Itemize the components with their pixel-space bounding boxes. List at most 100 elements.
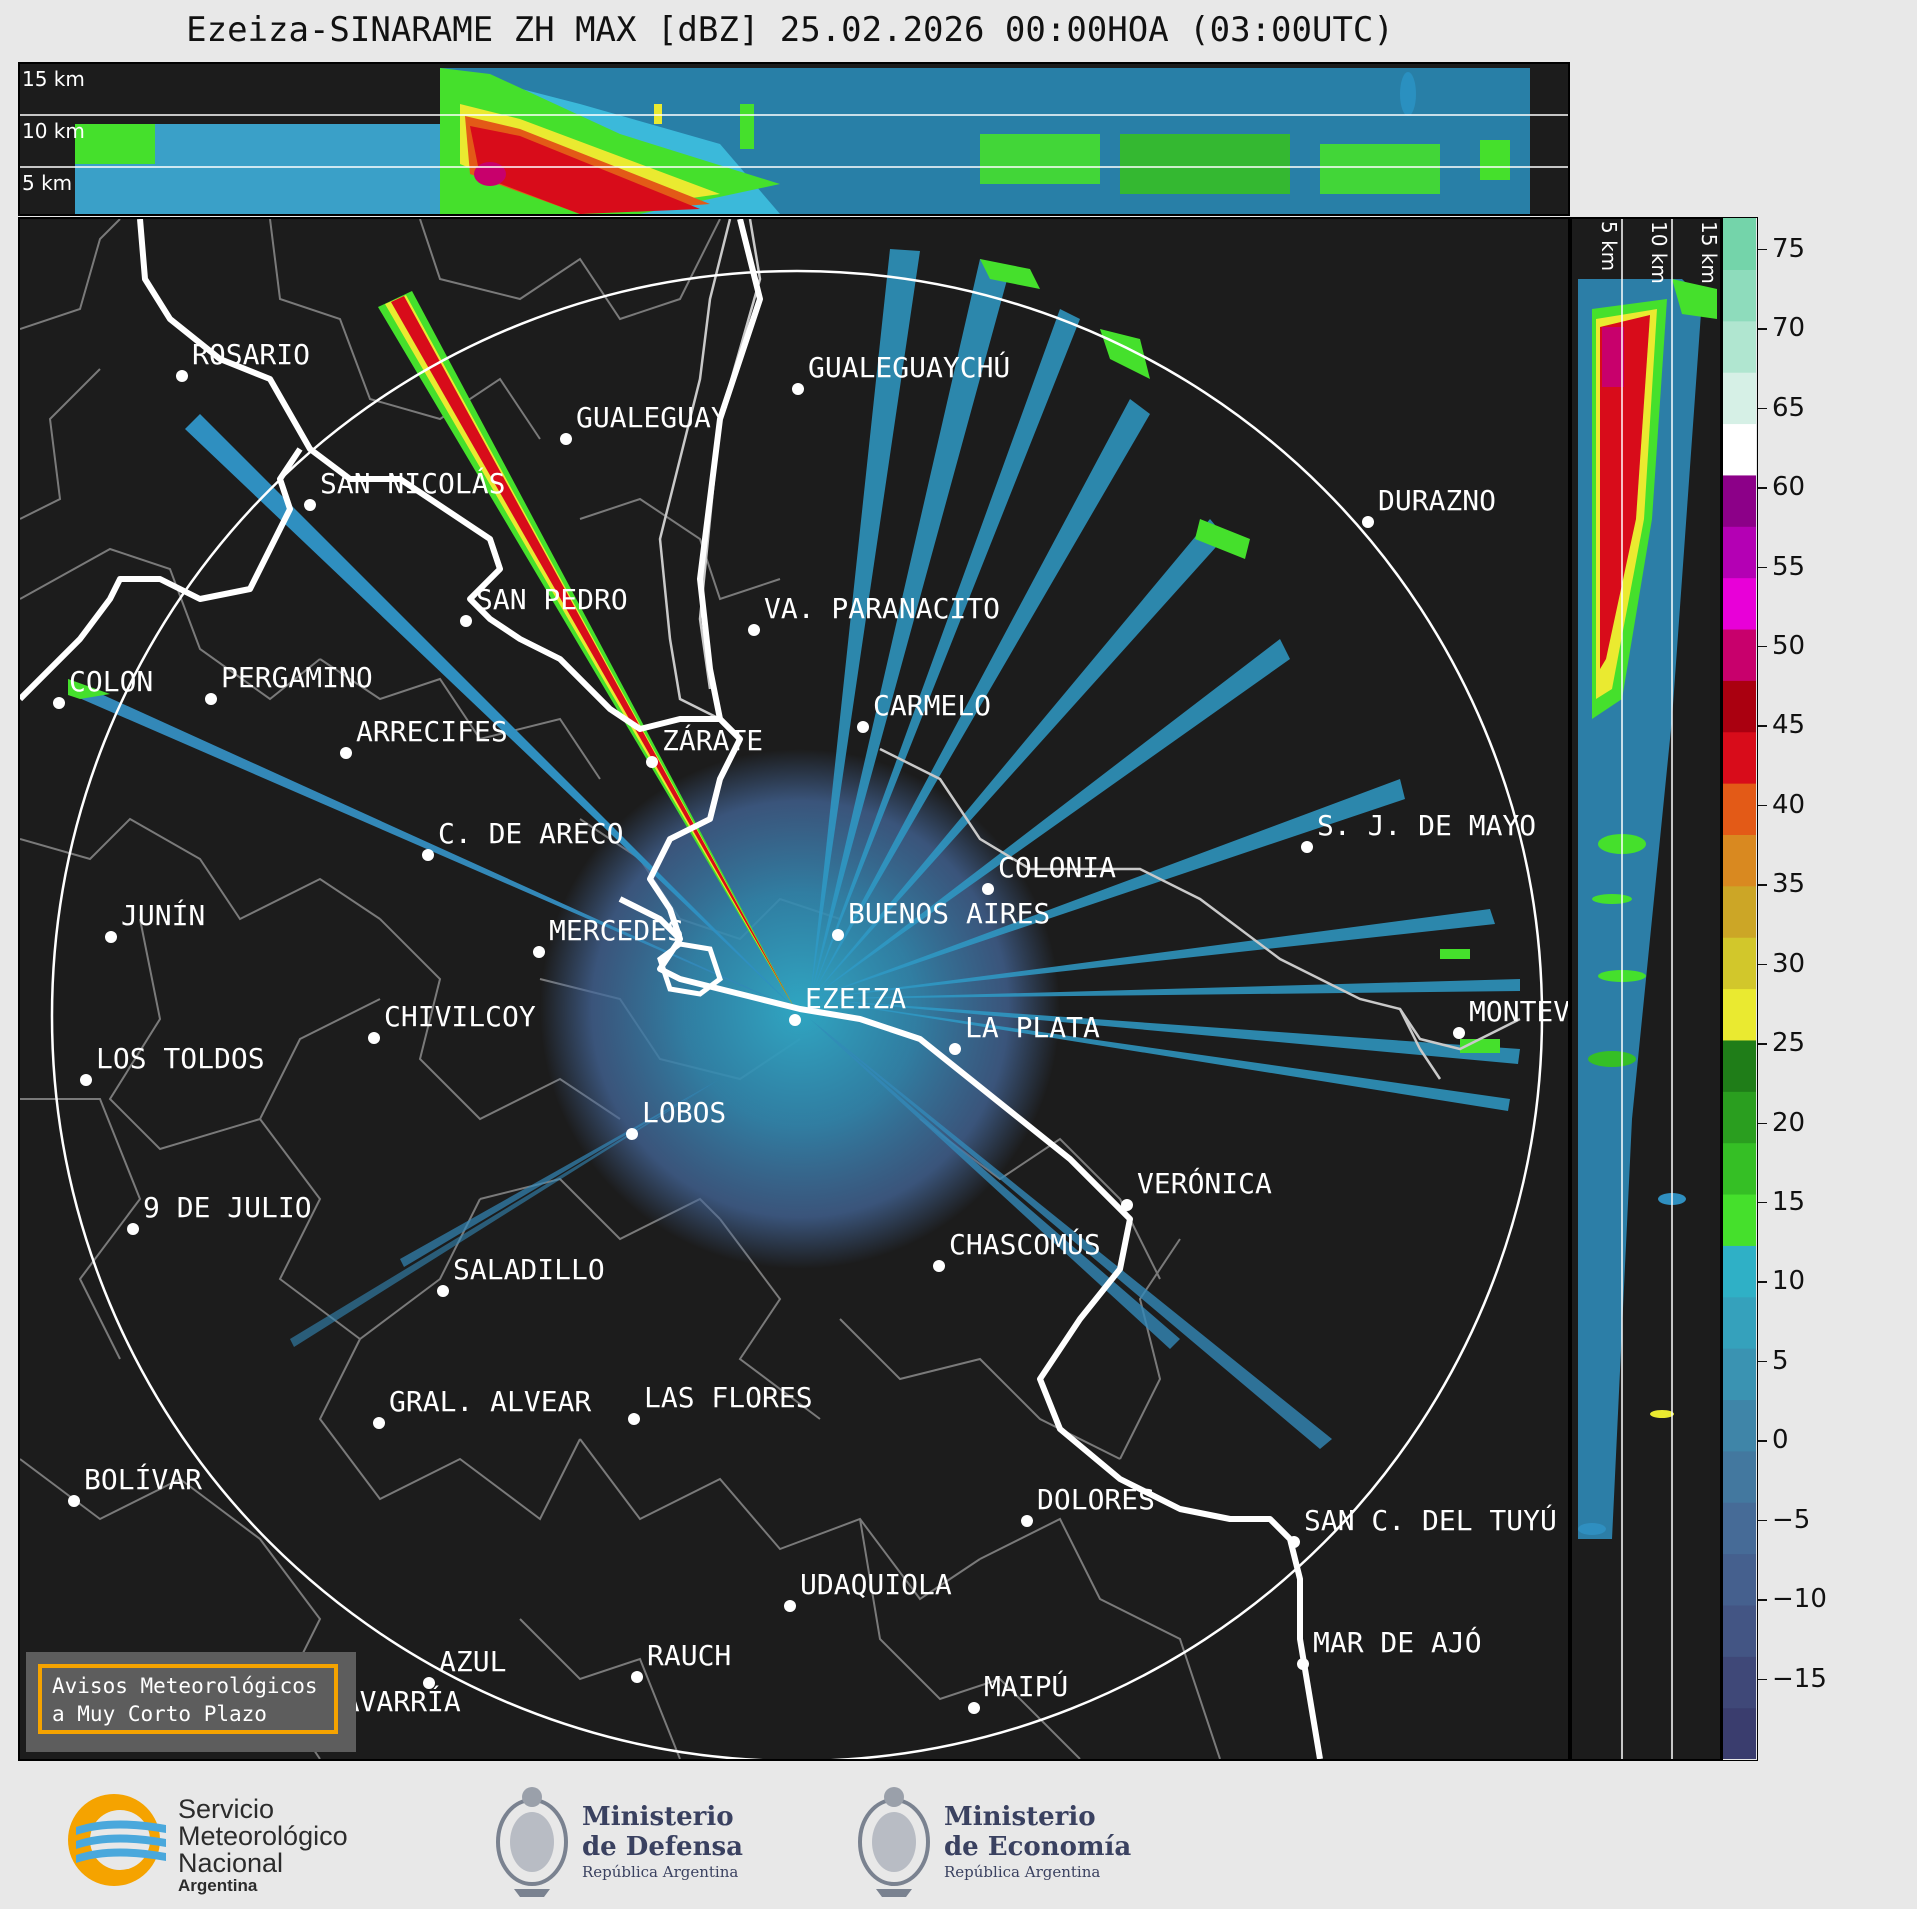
city-marker	[784, 1600, 796, 1612]
colorbar-segment	[1723, 320, 1756, 373]
city-marker	[423, 1677, 435, 1689]
colorbar-tick-label: −5	[1772, 1504, 1811, 1535]
colorbar-tick-mark	[1758, 884, 1767, 886]
colorbar-segment	[1723, 372, 1756, 425]
colorbar-segment	[1723, 474, 1756, 527]
colorbar-tick-label: −10	[1772, 1584, 1827, 1615]
colorbar-segment	[1723, 1450, 1756, 1503]
colorbar-segment	[1723, 783, 1756, 835]
colorbar-tick-label: 75	[1772, 233, 1806, 264]
colorbar-tick-mark	[1758, 804, 1767, 807]
city-marker	[304, 499, 316, 511]
city-marker	[949, 1043, 961, 1055]
city-marker	[176, 370, 188, 382]
colorbar-tick-mark	[1758, 645, 1767, 648]
colorbar-tick-mark	[1758, 407, 1767, 410]
city-label: DURAZNO	[1378, 484, 1496, 517]
colorbar-tick-label: 30	[1772, 948, 1806, 979]
notice-panel[interactable]: Avisos Meteorológicos a Muy Corto Plazo	[26, 1652, 356, 1752]
city-label: MAIPÚ	[984, 1669, 1068, 1703]
colorbar-segment	[1723, 1039, 1756, 1092]
rio-de-la-plata-shore	[657, 941, 723, 997]
city-label: CHASCOMÚS	[949, 1227, 1101, 1261]
side-height-label-5km: 5 km	[1597, 221, 1621, 271]
city-marker	[933, 1260, 945, 1272]
city-marker	[748, 624, 760, 636]
city-label: SAN NICOLÁS	[320, 466, 505, 500]
city-label: CARMELO	[873, 689, 991, 722]
city-label: EZEIZA	[805, 982, 906, 1015]
colorbar-tick-label: 45	[1772, 710, 1806, 741]
city-label: VA. PARANACITO	[764, 592, 1000, 625]
city-label: MERCEDES	[549, 914, 684, 947]
city-marker	[789, 1014, 801, 1026]
colorbar-segment	[1723, 1707, 1756, 1759]
colorbar-segment	[1723, 269, 1756, 322]
colorbar-tick-mark	[1758, 1678, 1767, 1681]
city-marker	[631, 1671, 643, 1683]
city-label: BOLÍVAR	[84, 1462, 202, 1496]
economia-logo: Ministerio de Economía República Argenti…	[856, 1777, 1136, 1902]
city-marker	[560, 433, 572, 445]
city-label: COLON	[69, 665, 153, 698]
economia-text-1: Ministerio	[944, 1802, 1096, 1832]
colorbar-tick-label: 40	[1772, 789, 1806, 820]
city-label: RAUCH	[647, 1639, 731, 1672]
colorbar-tick-mark	[1758, 248, 1767, 251]
colorbar-tick-label: 5	[1772, 1345, 1789, 1376]
city-marker	[857, 721, 869, 733]
city-marker	[422, 849, 434, 861]
colorbar-tick-mark	[1758, 566, 1767, 568]
colorbar-tick-mark	[1758, 487, 1767, 489]
city-marker	[533, 946, 545, 958]
city-label: MONTEVIDEO	[1469, 995, 1568, 1028]
colorbar-tick-label: 65	[1772, 392, 1806, 423]
city-marker	[1301, 841, 1313, 853]
city-label: ROSARIO	[192, 338, 310, 371]
defensa-text-1: Ministerio	[582, 1802, 734, 1832]
city-label: SAN C. DEL TUYÚ	[1304, 1503, 1557, 1537]
colorbar-segment	[1723, 1091, 1756, 1144]
colorbar-tick-mark	[1758, 1360, 1767, 1363]
colorbar-segment	[1723, 1348, 1756, 1401]
colorbar-tick-label: 70	[1772, 313, 1806, 344]
city-marker	[1021, 1515, 1033, 1527]
city-label: SALADILLO	[453, 1253, 605, 1286]
colorbar-segment	[1723, 577, 1756, 630]
city-label: GUALEGUAY	[576, 401, 728, 434]
colorbar-tick-mark	[1758, 1440, 1767, 1442]
colorbar-tick-label: 35	[1772, 869, 1806, 900]
city-marker	[340, 747, 352, 759]
defensa-logo: Ministerio de Defensa República Argentin…	[494, 1777, 774, 1902]
notice-button[interactable]: Avisos Meteorológicos a Muy Corto Plazo	[38, 1664, 338, 1734]
city-label: UDAQUIOLA	[800, 1568, 952, 1601]
colorbar-segment	[1723, 1399, 1756, 1452]
side-cross-section-panel: 5 km 10 km 15 km	[1570, 217, 1722, 1761]
colorbar-segment	[1723, 1502, 1756, 1555]
colorbar-tick-label: 10	[1772, 1266, 1806, 1297]
colorbar-tick-label: 60	[1772, 472, 1806, 503]
city-marker	[982, 883, 994, 895]
colorbar-segment	[1723, 423, 1756, 476]
colorbar	[1722, 217, 1758, 1761]
city-marker	[460, 615, 472, 627]
colorbar-segment	[1723, 1553, 1756, 1606]
colorbar-tick-mark	[1758, 328, 1767, 330]
footer: Servicio Meteorológico Nacional Argentin…	[0, 1763, 1917, 1909]
city-label: LOS TOLDOS	[96, 1042, 265, 1075]
colorbar-tick-mark	[1758, 1122, 1767, 1125]
top-height-label-5km: 5 km	[22, 171, 72, 195]
smn-text-1: Servicio	[178, 1794, 274, 1824]
colorbar-segment	[1723, 937, 1756, 990]
colorbar-tick-label: 20	[1772, 1107, 1806, 1138]
colorbar-tick-label: 0	[1772, 1425, 1789, 1456]
city-label: SAN PEDRO	[476, 583, 628, 616]
city-label: DOLORES	[1037, 1483, 1155, 1516]
colorbar-tick-label: −15	[1772, 1663, 1827, 1694]
colorbar-segment	[1723, 834, 1756, 887]
colorbar-tick-label: 15	[1772, 1186, 1806, 1217]
city-label: VERÓNICA	[1137, 1166, 1272, 1200]
colorbar-segment	[1723, 885, 1756, 938]
defensa-text-3: República Argentina	[582, 1863, 738, 1881]
smn-text-2: Meteorológico	[178, 1821, 348, 1851]
